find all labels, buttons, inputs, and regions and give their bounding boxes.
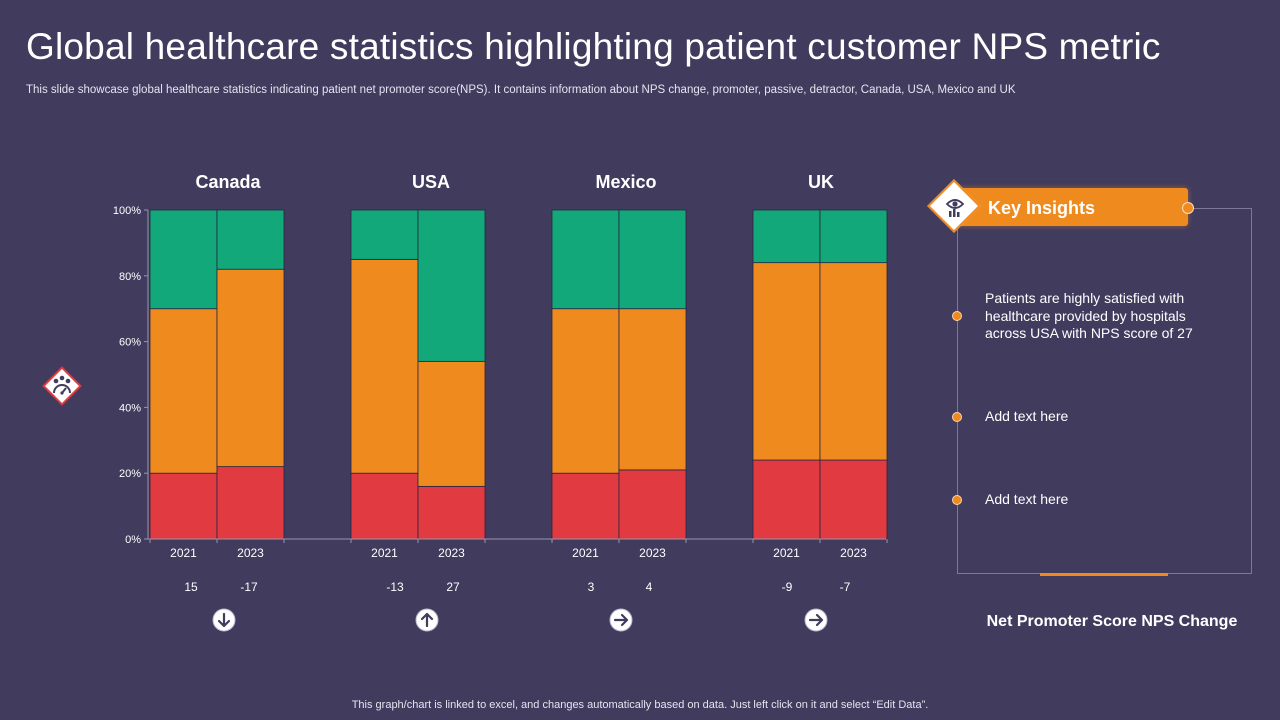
nps-change-value: -7 — [840, 580, 851, 594]
nps-change-value: 3 — [588, 580, 595, 594]
slide-title: Global healthcare statistics highlightin… — [26, 26, 1161, 67]
insight-bullet — [952, 412, 962, 422]
gauge-people-icon — [42, 366, 82, 406]
slide-footer-note: This graph/chart is linked to excel, and… — [351, 699, 929, 711]
bar-segment-detractor — [819, 459, 888, 540]
x-tick-label: 2023 — [237, 546, 264, 560]
country-label: USA — [412, 172, 450, 192]
bar-segment-passive — [149, 308, 218, 474]
bar-segment-detractor — [350, 472, 419, 540]
y-tick-label: 40% — [119, 402, 141, 414]
nps-change-value: 27 — [446, 580, 460, 594]
trend-arrow-glyph — [613, 613, 629, 627]
nps-change-value: 15 — [184, 580, 198, 594]
country-label: UK — [808, 172, 834, 192]
y-tick-label: 60% — [119, 337, 141, 349]
trend-arrow-glyph — [808, 613, 824, 627]
bar-segment-promoter — [551, 209, 620, 310]
insight-bullet — [952, 495, 962, 505]
country-label: Canada — [195, 172, 261, 192]
bar-segment-passive — [350, 258, 419, 474]
nps-change-label: Net Promoter Score NPS Change — [986, 613, 1238, 630]
bar-segment-passive — [618, 308, 687, 471]
eye-chart-icon — [945, 199, 965, 217]
insight-bullet — [952, 311, 962, 321]
y-tick-label: 20% — [119, 468, 141, 480]
insights-panel-accent — [1040, 573, 1168, 576]
insight-point-1: Patients are highly satisfied with healt… — [985, 290, 1193, 341]
bar-segment-detractor — [417, 485, 486, 540]
key-insights-title: Key Insights — [988, 198, 1096, 218]
bar-segment-promoter — [417, 209, 486, 362]
key-insights-header-dot — [1182, 202, 1194, 214]
x-tick-label: 2021 — [371, 546, 398, 560]
trend-arrow-glyph — [420, 612, 434, 628]
bar-segment-passive — [417, 360, 486, 487]
x-tick-label: 2023 — [840, 546, 867, 560]
insight-point-2: Add text here — [985, 408, 1069, 424]
y-tick-label: 80% — [119, 271, 141, 283]
y-tick-label: 100% — [113, 205, 141, 217]
insights-panel — [957, 208, 1252, 574]
bar-segment-promoter — [350, 209, 419, 260]
bar-segment-detractor — [551, 472, 620, 540]
nps-change-value: 4 — [646, 580, 653, 594]
bar-segment-promoter — [618, 209, 687, 310]
nps-change-value: -9 — [782, 580, 793, 594]
nps-change-value: -13 — [386, 580, 404, 594]
bar-segment-passive — [752, 262, 821, 461]
x-tick-label: 2021 — [572, 546, 599, 560]
x-tick-label: 2023 — [438, 546, 465, 560]
bar-segment-passive — [551, 308, 620, 474]
x-tick-label: 2021 — [170, 546, 197, 560]
key-insights-header-bar — [950, 188, 1188, 226]
bar-segment-promoter — [149, 209, 218, 310]
y-tick-label: 0% — [125, 534, 141, 546]
bar-segment-passive — [216, 268, 285, 468]
bar-segment-passive — [819, 262, 888, 461]
bar-segment-detractor — [752, 459, 821, 540]
bar-segment-promoter — [752, 209, 821, 264]
insight-point-3: Add text here — [985, 491, 1069, 507]
x-tick-label: 2023 — [639, 546, 666, 560]
trend-arrow-glyph — [217, 612, 231, 628]
bar-segment-detractor — [149, 472, 218, 540]
bar-segment-detractor — [216, 466, 285, 540]
country-label: Mexico — [595, 172, 656, 192]
bar-segment-promoter — [819, 209, 888, 264]
bar-segment-promoter — [216, 209, 285, 270]
nps-change-value: -17 — [240, 580, 258, 594]
bar-segment-detractor — [618, 469, 687, 540]
slide-subtitle: This slide showcase global healthcare st… — [26, 84, 1016, 96]
x-tick-label: 2021 — [773, 546, 800, 560]
